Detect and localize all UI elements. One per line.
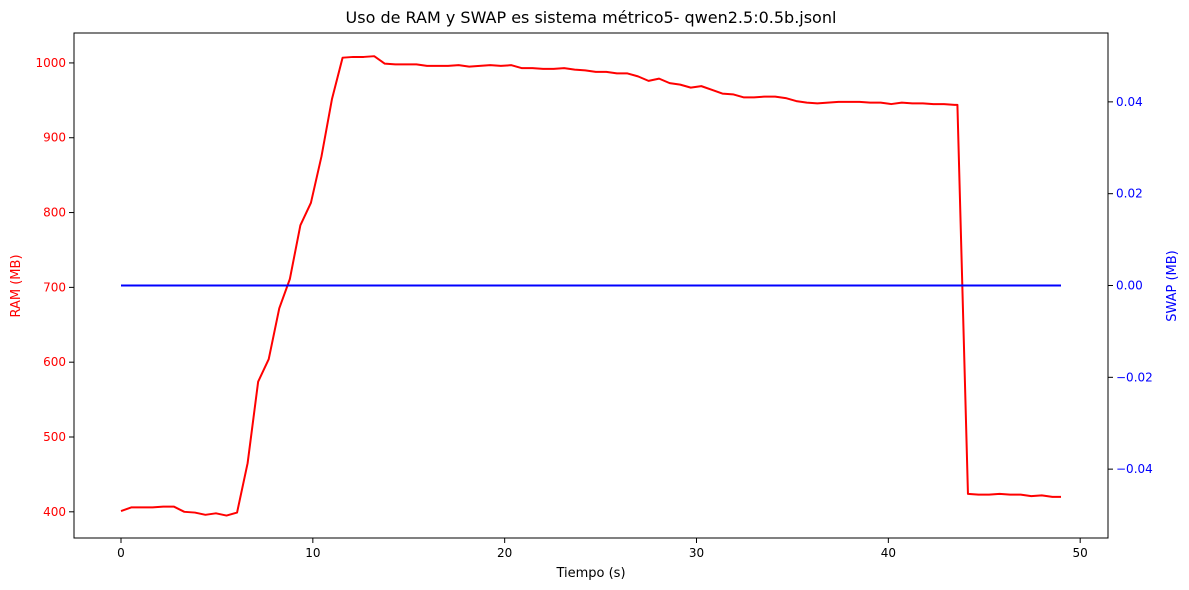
x-axis: 0 10 20 30 40 50	[117, 538, 1088, 560]
y-axis-left-label: RAM (MB)	[9, 254, 24, 317]
y-right-tick-label: −0.04	[1116, 462, 1153, 476]
ram-series-line	[120, 55, 1061, 517]
chart-title: Uso de RAM y SWAP es sistema métrico5- q…	[346, 8, 837, 27]
y-right-tick-label: 0.02	[1116, 187, 1143, 201]
y-left-tick-label: 900	[43, 131, 66, 145]
x-tick-label: 0	[117, 546, 125, 560]
x-tick-label: 50	[1073, 546, 1088, 560]
y-left-tick-label: 800	[43, 206, 66, 220]
y-left-tick-label: 700	[43, 280, 66, 294]
y-right-tick-label: −0.02	[1116, 370, 1153, 384]
y-right-tick-label: 0.04	[1116, 95, 1143, 109]
y-axis-right: 0.04 0.02 0.00 −0.02 −0.04	[1108, 95, 1153, 476]
x-tick-label: 10	[305, 546, 320, 560]
y-axis-left: 400 500 600 700 800 900 1000	[35, 56, 74, 519]
x-axis-label: Tiempo (s)	[555, 566, 625, 581]
y-left-tick-label: 600	[43, 355, 66, 369]
y-left-tick-label: 1000	[35, 56, 66, 70]
x-tick-label: 40	[881, 546, 896, 560]
x-tick-label: 20	[497, 546, 512, 560]
y-left-tick-label: 400	[43, 505, 66, 519]
plot-area	[120, 55, 1061, 517]
y-right-tick-label: 0.00	[1116, 279, 1143, 293]
y-left-tick-label: 500	[43, 430, 66, 444]
y-axis-right-label: SWAP (MB)	[1165, 250, 1180, 322]
x-tick-label: 30	[689, 546, 704, 560]
